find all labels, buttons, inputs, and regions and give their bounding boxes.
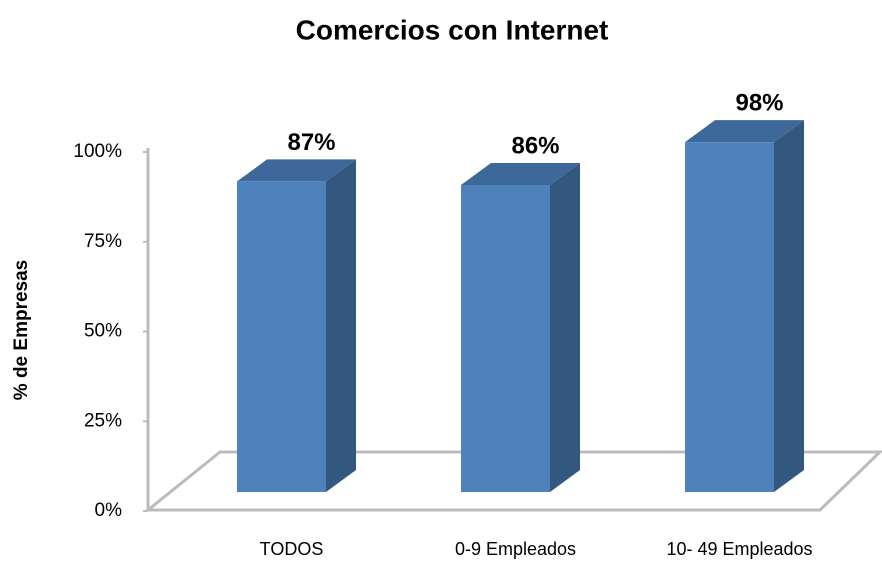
bar — [237, 159, 356, 492]
y-tick-label: 100% — [73, 141, 122, 162]
bar-face — [326, 159, 356, 492]
bar-face — [461, 184, 550, 493]
data-label: 87% — [287, 129, 335, 156]
bar-face — [237, 181, 326, 492]
x-tick-label: TODOS — [260, 539, 324, 559]
bar-face — [461, 162, 580, 185]
chart-title: Comercios con Internet — [296, 14, 609, 45]
data-label: 98% — [735, 89, 783, 116]
data-label: 86% — [511, 132, 559, 159]
floor — [143, 450, 882, 512]
y-tick-label: 50% — [84, 321, 122, 342]
y-tick-label: 75% — [84, 231, 122, 252]
bar-face — [685, 120, 804, 143]
bar — [461, 162, 580, 493]
y-tick-label: 25% — [84, 410, 122, 431]
y-axis-label: % de Empresas — [11, 260, 32, 400]
bar-face — [774, 120, 804, 492]
bar-face — [550, 162, 580, 493]
y-tick-label: 0% — [95, 500, 123, 521]
x-tick-label: 10- 49 Empleados — [666, 539, 812, 559]
bar — [685, 120, 804, 492]
bar-face — [237, 159, 356, 182]
bar-face — [685, 142, 774, 492]
x-tick-label: 0-9 Empleados — [455, 539, 576, 559]
